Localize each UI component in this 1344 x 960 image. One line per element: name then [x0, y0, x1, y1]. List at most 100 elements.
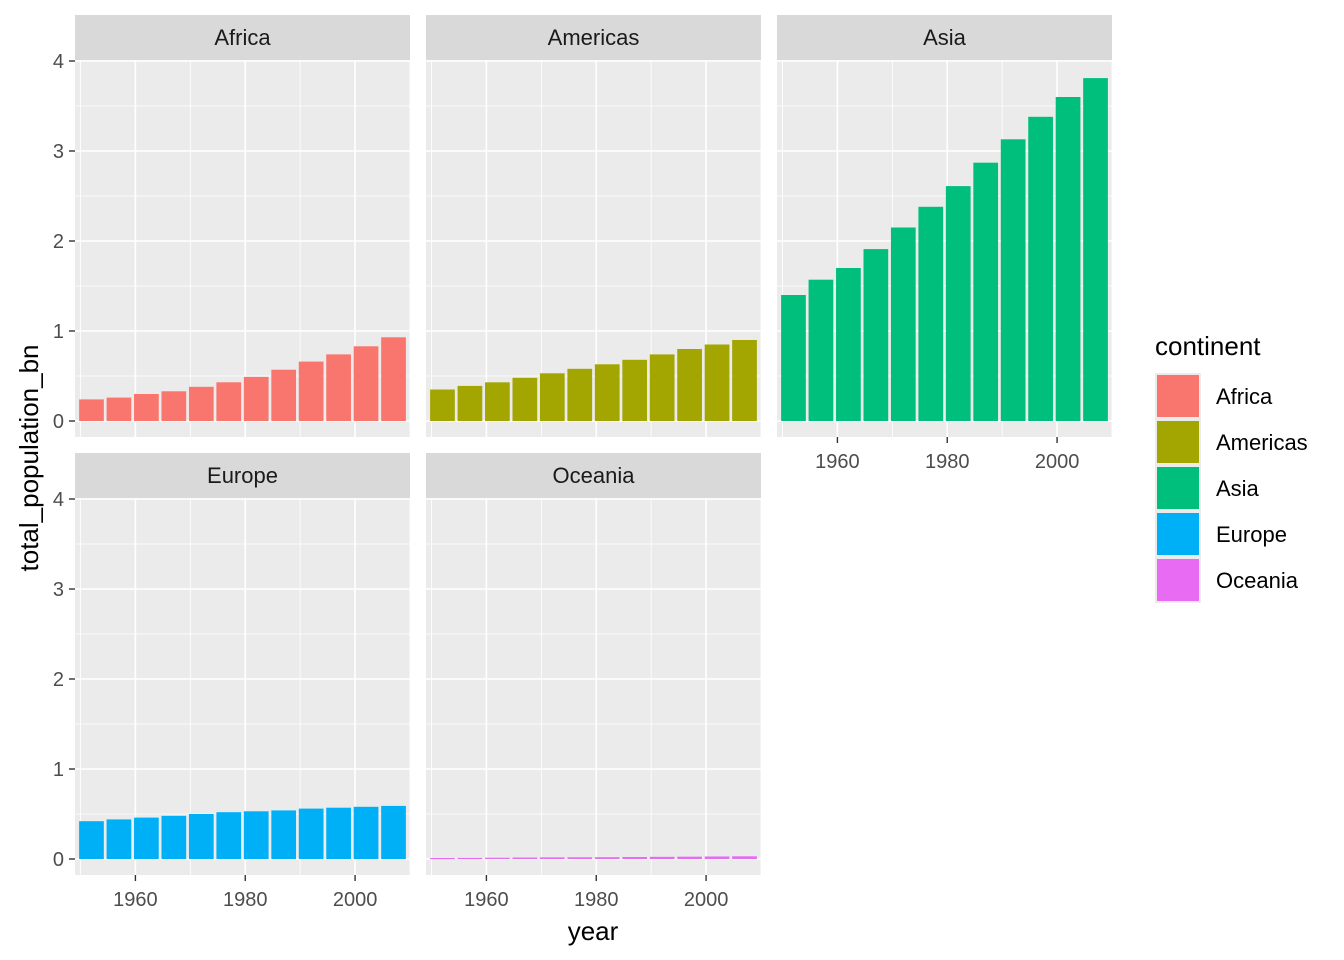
bar-africa-1967: [161, 391, 187, 421]
bar-americas-1967: [512, 377, 538, 421]
bar-americas-1972: [539, 373, 565, 421]
bar-oceania-1987: [622, 857, 648, 859]
y-axis-title: total_population_bn: [14, 345, 44, 572]
legend-title: continent: [1155, 331, 1261, 361]
legend-label-americas: Americas: [1216, 430, 1308, 455]
y-tick-label: 3: [53, 141, 64, 163]
bar-asia-1967: [863, 249, 889, 421]
bar-asia-1952: [781, 295, 806, 421]
bar-americas-1977: [567, 368, 593, 421]
bar-americas-1987: [622, 359, 648, 421]
bar-asia-1982: [945, 186, 971, 421]
bar-europe-1987: [271, 810, 297, 859]
bar-asia-1972: [890, 227, 916, 421]
bar-oceania-1982: [594, 857, 620, 859]
bar-europe-2007: [381, 805, 406, 859]
bar-asia-2007: [1083, 78, 1108, 421]
bar-europe-1962: [134, 817, 159, 859]
bar-europe-1957: [106, 819, 132, 859]
bar-africa-1977: [216, 382, 242, 421]
bar-oceania-1967: [512, 857, 538, 859]
x-tick-label: 1980: [925, 451, 970, 473]
bar-asia-2002: [1055, 97, 1081, 421]
bar-africa-1957: [106, 397, 132, 421]
bar-africa-1992: [298, 361, 324, 421]
legend-label-oceania: Oceania: [1216, 568, 1299, 593]
bar-europe-1982: [243, 811, 269, 859]
facet-strip: [75, 453, 410, 498]
bar-americas-1957: [457, 385, 483, 421]
bar-africa-1972: [188, 386, 214, 421]
facet-strip-label: Oceania: [553, 463, 636, 488]
bar-europe-1972: [188, 814, 214, 859]
bar-asia-1962: [836, 268, 861, 421]
x-tick-label: 2000: [1035, 451, 1080, 473]
bar-asia-1957: [808, 279, 834, 421]
facet-panel-oceania: Oceania 1960 1980 2000: [426, 453, 762, 911]
facet-panel-africa: Africa 0 1 2 3 4: [53, 15, 411, 437]
facet-strip-label: Asia: [923, 25, 967, 50]
bar-africa-1962: [134, 394, 159, 421]
y-tick-label: 2: [53, 669, 64, 691]
facet-strip-label: Africa: [214, 25, 271, 50]
legend-label-africa: Africa: [1216, 384, 1273, 409]
bar-americas-1992: [649, 354, 675, 421]
bar-americas-1997: [677, 349, 702, 421]
x-tick-label: 2000: [684, 889, 729, 911]
bar-africa-1982: [243, 376, 269, 421]
bar-europe-1967: [161, 815, 187, 859]
bar-africa-2002: [353, 346, 379, 421]
facet-panel-europe: Europe 0 1 2 3 4 1960 1980 2000: [53, 453, 411, 911]
y-tick-label: 4: [53, 51, 64, 73]
facet-strip-label: Europe: [207, 463, 278, 488]
x-tick-label: 1960: [113, 889, 158, 911]
bar-oceania-1997: [677, 856, 702, 859]
y-tick-label: 2: [53, 231, 64, 253]
facet-panel-americas: Americas: [426, 15, 762, 437]
y-tick-label: 3: [53, 579, 64, 601]
facet-panel-asia: Asia 1960 1980 2000: [777, 15, 1113, 473]
x-tick-label: 1980: [574, 889, 619, 911]
bar-africa-1997: [326, 354, 351, 421]
bar-americas-2002: [704, 344, 730, 421]
bar-oceania-1957: [457, 857, 483, 860]
x-axis-title: year: [568, 916, 619, 946]
bar-americas-1982: [594, 364, 620, 421]
legend-label-europe: Europe: [1216, 522, 1287, 547]
x-tick-label: 1980: [223, 889, 268, 911]
bar-oceania-1992: [649, 856, 675, 859]
bar-asia-1997: [1028, 116, 1053, 422]
legend: continent Africa Americas Asia Europe Oceani…: [1155, 331, 1308, 603]
x-tick-label: 1960: [815, 451, 860, 473]
bar-oceania-1962: [485, 857, 510, 859]
legend-label-asia: Asia: [1216, 476, 1260, 501]
bar-americas-1962: [485, 382, 510, 421]
facet-strip: [75, 15, 410, 60]
bar-americas-2007: [732, 340, 757, 421]
bar-africa-1952: [79, 399, 104, 421]
bar-africa-2007: [381, 337, 406, 421]
legend-key-americas: [1157, 421, 1199, 463]
bar-oceania-2002: [704, 856, 730, 859]
legend-key-asia: [1157, 467, 1199, 509]
y-tick-label: 1: [53, 759, 64, 781]
facet-strip: [777, 15, 1112, 60]
bar-oceania-2007: [732, 856, 757, 859]
bar-europe-1977: [216, 812, 242, 859]
y-tick-label: 4: [53, 489, 64, 511]
x-tick-label: 1960: [464, 889, 509, 911]
legend-key-africa: [1157, 375, 1199, 417]
facet-strip-label: Americas: [548, 25, 640, 50]
legend-key-europe: [1157, 513, 1199, 555]
facet-strip: [426, 15, 761, 60]
bar-europe-1992: [298, 808, 324, 859]
bar-americas-1952: [430, 389, 455, 421]
bar-oceania-1977: [567, 857, 593, 859]
x-tick-label: 2000: [333, 889, 378, 911]
facet-strip: [426, 453, 761, 498]
bar-europe-1997: [326, 807, 351, 859]
bar-europe-1952: [79, 821, 104, 859]
bar-oceania-1972: [539, 857, 565, 859]
